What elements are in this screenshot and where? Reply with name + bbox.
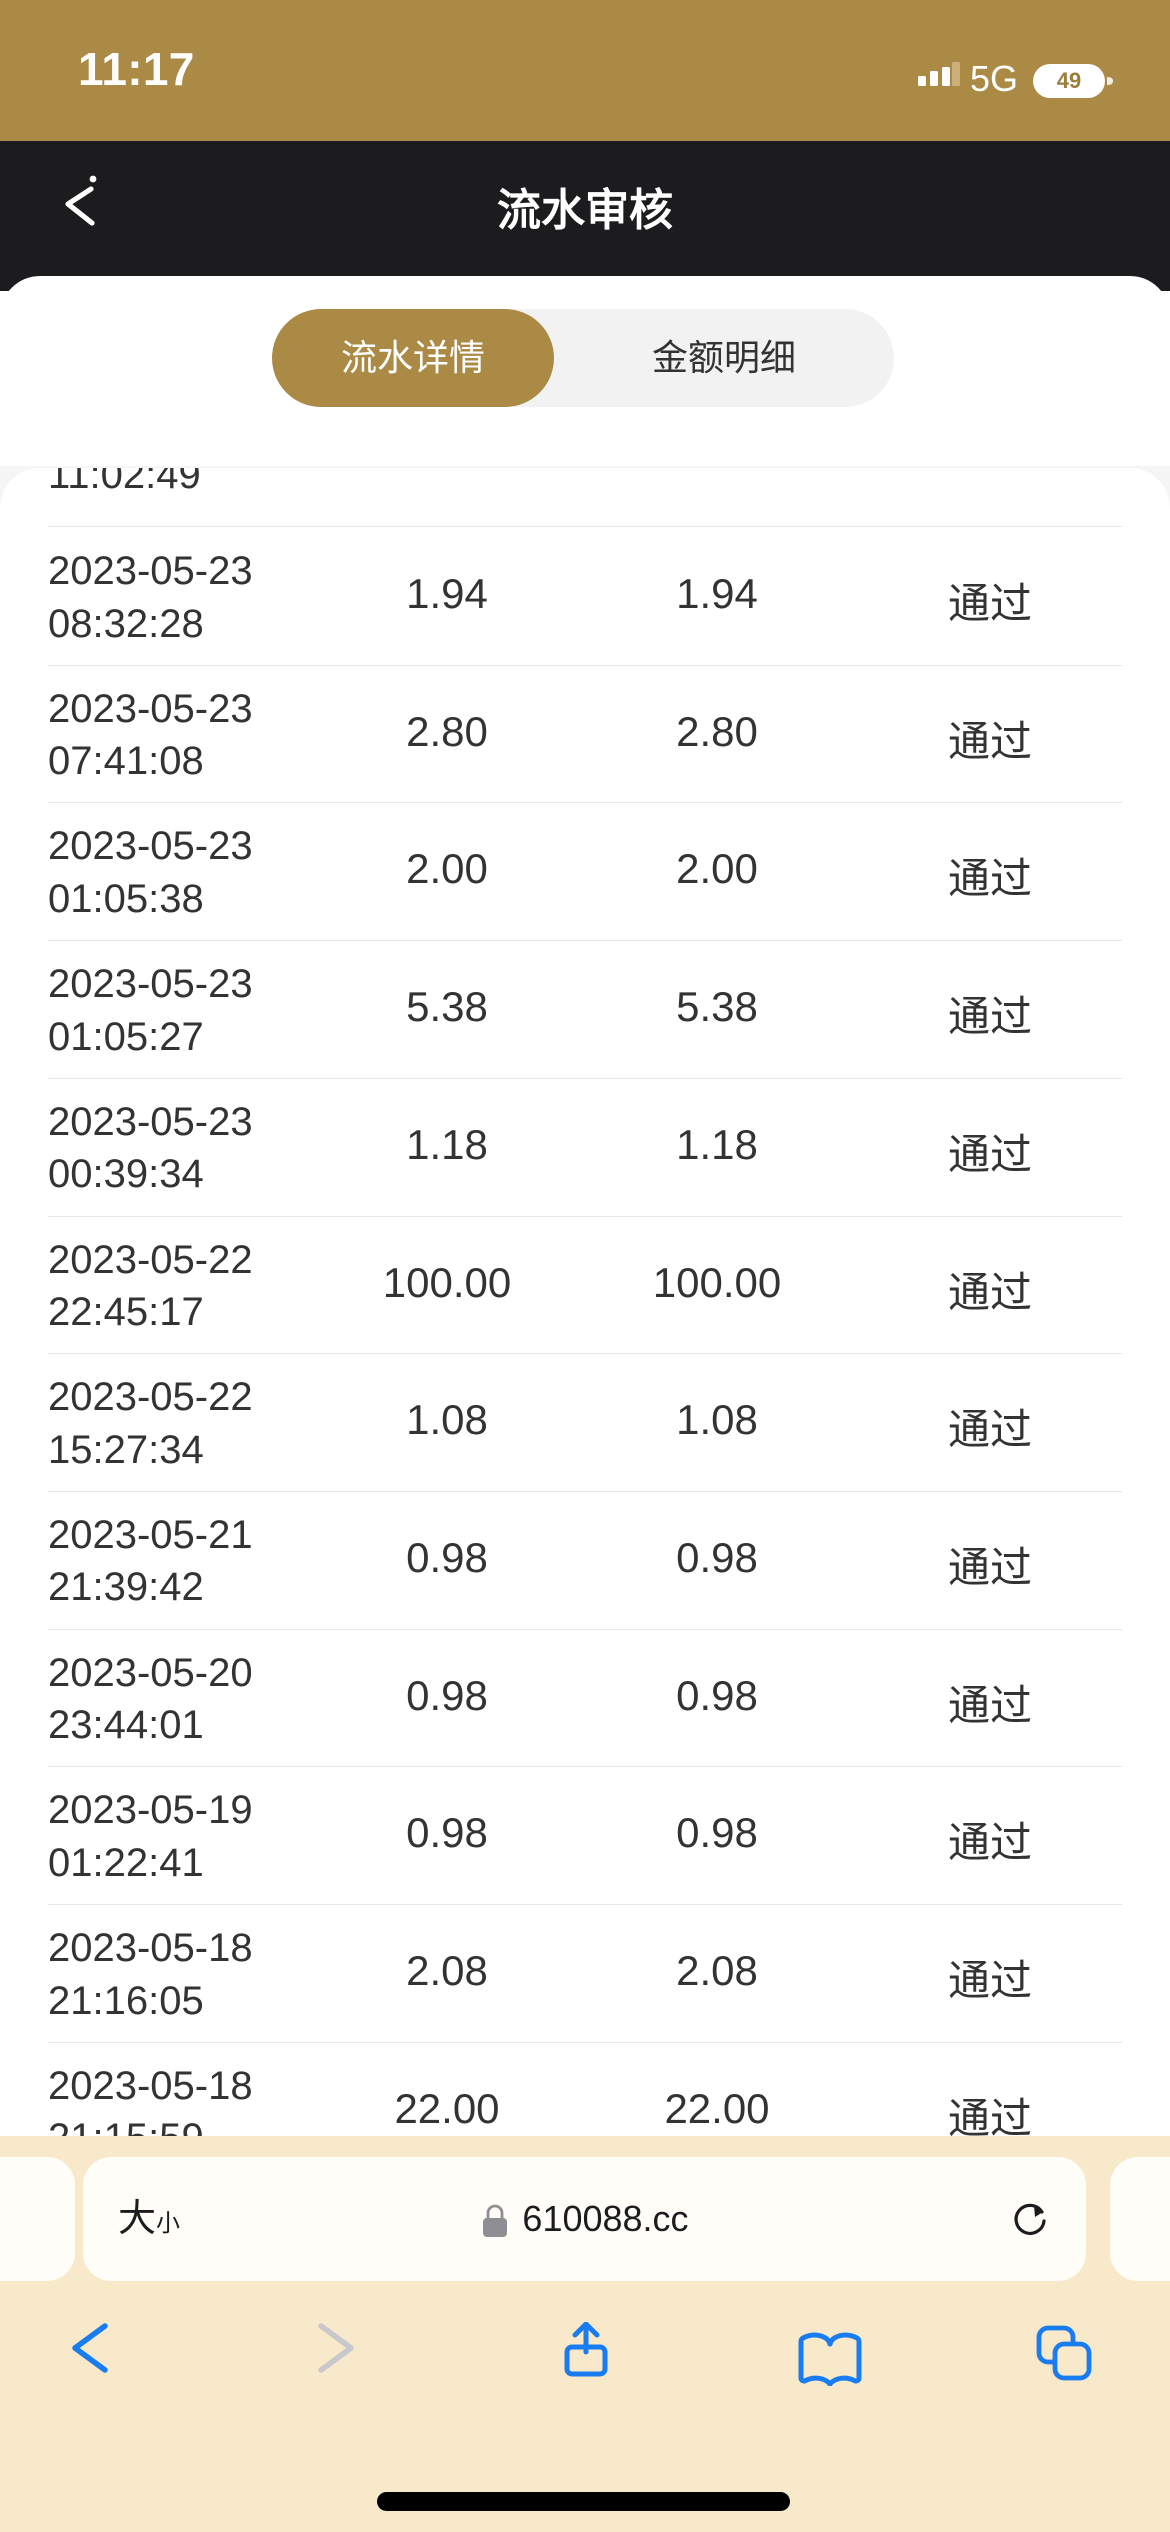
svg-text:49: 49 xyxy=(1057,68,1081,93)
